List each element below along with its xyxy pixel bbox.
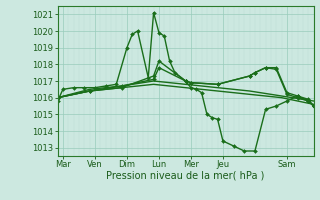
- X-axis label: Pression niveau de la mer( hPa ): Pression niveau de la mer( hPa ): [107, 171, 265, 181]
